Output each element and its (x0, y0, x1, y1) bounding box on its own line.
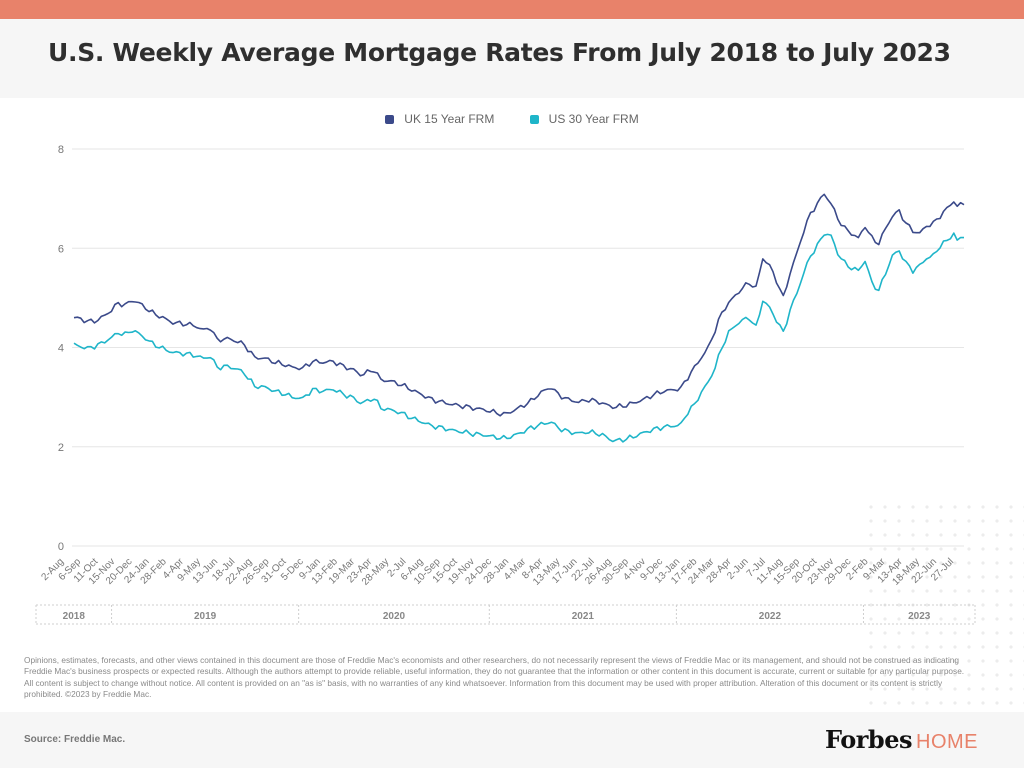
mortgage-rate-line-chart: 024682-Aug6-Sep11-Oct15-Nov20-Dec24-Jan2… (35, 144, 976, 625)
y-tick-label: 8 (58, 144, 64, 156)
chart-legend: UK 15 Year FRM US 30 Year FRM (0, 112, 1024, 127)
y-tick-label: 0 (58, 541, 64, 553)
legend-item-15yr[interactable]: UK 15 Year FRM (385, 112, 494, 126)
year-label: 2023 (908, 611, 931, 622)
legend-label-15yr: UK 15 Year FRM (404, 112, 495, 126)
year-label: 2018 (63, 611, 86, 622)
top-accent-bar (0, 0, 1024, 19)
series-line-15yr (73, 193, 965, 417)
y-tick-label: 4 (58, 343, 64, 355)
disclaimer-text: Opinions, estimates, forecasts, and othe… (24, 655, 965, 699)
footer: Source: Freddie Mac. Forbes HOME (0, 712, 1024, 768)
year-label: 2021 (572, 611, 595, 622)
year-label: 2019 (194, 611, 217, 622)
year-label: 2020 (383, 611, 406, 622)
forbes-home-logo: Forbes HOME (825, 725, 978, 754)
year-label: 2022 (759, 611, 782, 622)
title-band (0, 19, 1024, 98)
legend-swatch-15yr (385, 114, 395, 124)
source-note: Source: Freddie Mac. (24, 734, 126, 745)
y-tick-label: 2 (58, 442, 64, 454)
brand-subname: HOME (916, 731, 978, 753)
y-tick-label: 6 (58, 243, 64, 255)
brand-name: Forbes (825, 725, 912, 754)
series-line-30yr (73, 232, 965, 443)
decorative-dot-pattern (864, 500, 1024, 720)
legend-swatch-30yr (529, 114, 539, 124)
chart-title: U.S. Weekly Average Mortgage Rates From … (48, 38, 951, 67)
legend-item-30yr[interactable]: US 30 Year FRM (529, 112, 639, 126)
legend-label-30yr: US 30 Year FRM (548, 112, 639, 126)
